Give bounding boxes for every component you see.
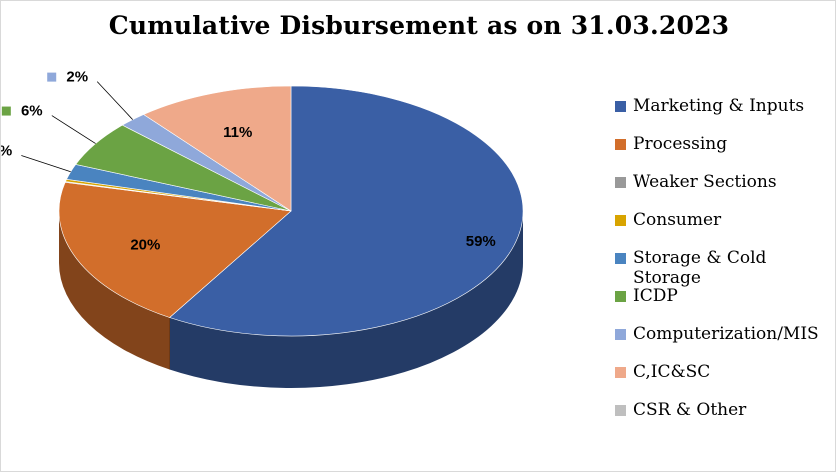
pie-slice-marketing-inputs [169,85,524,337]
chart-title: Cumulative Disbursement as on 31.03.2023 [108,11,730,40]
chart-legend: Marketing & Inputs Processing Weaker Secti… [613,96,833,438]
legend-label: Marketing & Inputs [633,96,805,116]
data-label-marketing-inputs: 59% [466,233,496,250]
legend-swatch [615,367,626,378]
legend-item-consumer: Consumer [613,210,833,248]
legend-label: Weaker Sections [633,172,777,192]
leader-line-storage-cold-storage [21,155,71,173]
legend-swatch [615,253,626,264]
label-marker-computerization-mis [47,72,57,82]
legend-item-marketing-inputs: Marketing & Inputs [613,96,833,134]
legend-swatch [615,215,626,226]
legend-item-csr-other: CSR & Other [613,400,833,438]
data-label-computerization-mis: 2% [66,69,88,86]
legend-swatch [615,139,626,150]
legend-label: Processing [633,134,728,154]
legend-label: Consumer [633,210,722,230]
legend-swatch [615,291,626,302]
legend-label: C,IC&SC [633,362,711,382]
legend-label: ICDP [633,286,678,306]
legend-swatch [615,329,626,340]
legend-label: CSR & Other [633,400,747,420]
legend-swatch [615,177,626,188]
legend-swatch [615,101,626,112]
data-label-c-ic-sc: 11% [223,124,252,141]
leader-line-icdp [51,115,96,144]
data-label-storage-cold-storage: 2% [1,142,12,159]
data-label-icdp: 6% [21,103,43,120]
legend-label: Computerization/MIS [633,324,819,344]
pie-slice-processing [58,181,292,318]
pie-side-processing [59,211,170,370]
legend-item-c-ic-sc: C,IC&SC [613,362,833,400]
pie-slice-c-ic-sc [142,85,292,212]
legend-item-weaker-sections: Weaker Sections [613,172,833,210]
data-label-processing: 20% [130,237,160,254]
legend-label: Storage & Cold Storage [633,248,767,288]
legend-item-processing: Processing [613,134,833,172]
legend-item-computerization-mis: Computerization/MIS [613,324,833,362]
pie-side-marketing-inputs [169,211,523,388]
legend-swatch [615,405,626,416]
legend-item-icdp: ICDP [613,286,833,324]
legend-item-storage-cold-storage: Storage & Cold Storage [613,248,833,288]
label-marker-icdp [1,106,11,116]
leader-line-computerization-mis [96,81,133,120]
